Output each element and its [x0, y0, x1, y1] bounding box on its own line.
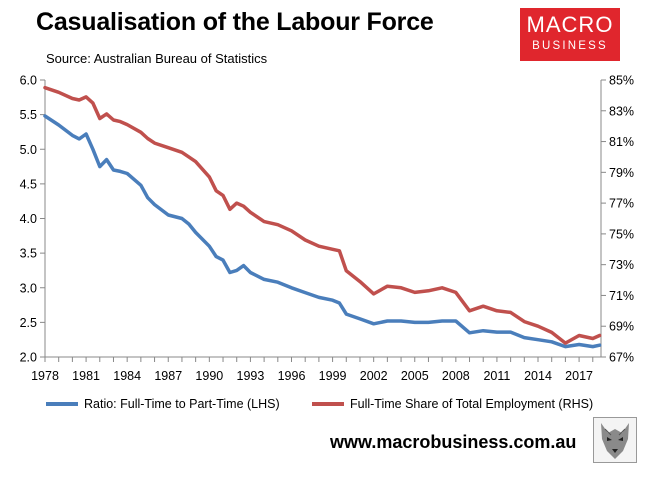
x-tick-label: 2002 — [360, 369, 388, 383]
x-tick-label: 2008 — [442, 369, 470, 383]
x-tick-label: 1999 — [319, 369, 347, 383]
legend-item-share: Full-Time Share of Total Employment (RHS… — [312, 397, 593, 411]
legend-item-ratio: Ratio: Full-Time to Part-Time (LHS) — [46, 397, 280, 411]
chart-title: Casualisation of the Labour Force — [36, 8, 434, 36]
x-tick-label: 1990 — [195, 369, 223, 383]
right-tick-label: 75% — [609, 227, 634, 241]
logo-line-1: MACRO — [526, 12, 614, 37]
right-tick-label: 83% — [609, 104, 634, 118]
right-tick-label: 67% — [609, 351, 634, 365]
right-tick-label: 79% — [609, 166, 634, 180]
left-tick-label: 2.0 — [20, 351, 37, 365]
left-tick-label: 4.5 — [20, 177, 37, 191]
left-tick-label: 5.5 — [20, 108, 37, 122]
x-tick-label: 1981 — [72, 369, 100, 383]
left-axis-ticks: 2.0 2.5 3.0 3.5 4.0 4.5 5.0 5.5 6.0 — [20, 74, 45, 365]
logo-line-2: BUSINESS — [532, 40, 608, 52]
legend-swatch-blue — [46, 401, 78, 406]
right-axis-ticks: 67% 69% 71% 73% 75% 77% 79% 81% 83% 85% — [601, 74, 634, 365]
x-tick-label: 1984 — [113, 369, 141, 383]
left-tick-label: 3.0 — [20, 281, 37, 295]
legend-label-share: Full-Time Share of Total Employment (RHS… — [350, 397, 594, 411]
macrobusiness-logo[interactable]: MACRO BUSINESS — [520, 8, 620, 61]
x-axis-ticks: 1978 1981 1984 1987 1990 1993 1996 1999 2002 2005… — [31, 357, 594, 383]
left-tick-label: 5.0 — [20, 143, 37, 157]
footer-url-link[interactable]: www.macrobusiness.com.au — [330, 432, 577, 452]
chart-source: Source: Australian Bureau of Statistics — [46, 51, 268, 66]
legend-swatch-red — [312, 401, 344, 406]
x-tick-label: 1993 — [237, 369, 265, 383]
right-tick-label: 71% — [609, 289, 634, 303]
legend-label-ratio: Ratio: Full-Time to Part-Time (LHS) — [84, 397, 280, 411]
right-tick-label: 81% — [609, 135, 634, 149]
series-line-ratio — [43, 114, 602, 349]
x-tick-label: 2014 — [524, 369, 552, 383]
right-tick-label: 85% — [609, 74, 634, 88]
left-tick-label: 6.0 — [20, 74, 37, 88]
x-tick-label: 1987 — [154, 369, 182, 383]
x-tick-label: 2011 — [483, 369, 510, 383]
right-tick-label: 77% — [609, 197, 634, 211]
x-tick-label: 1978 — [31, 369, 59, 383]
x-tick-label: 2005 — [401, 369, 429, 383]
series-line-fulltime-share — [43, 85, 602, 345]
wolf-emblem-icon — [593, 417, 637, 463]
left-tick-label: 3.5 — [20, 247, 37, 261]
right-tick-label: 69% — [609, 320, 634, 334]
left-tick-label: 4.0 — [20, 212, 37, 226]
left-tick-label: 2.5 — [20, 316, 37, 330]
right-tick-label: 73% — [609, 258, 634, 272]
x-tick-label: 2017 — [565, 369, 593, 383]
x-tick-label: 1996 — [278, 369, 306, 383]
series-layer — [43, 85, 602, 349]
